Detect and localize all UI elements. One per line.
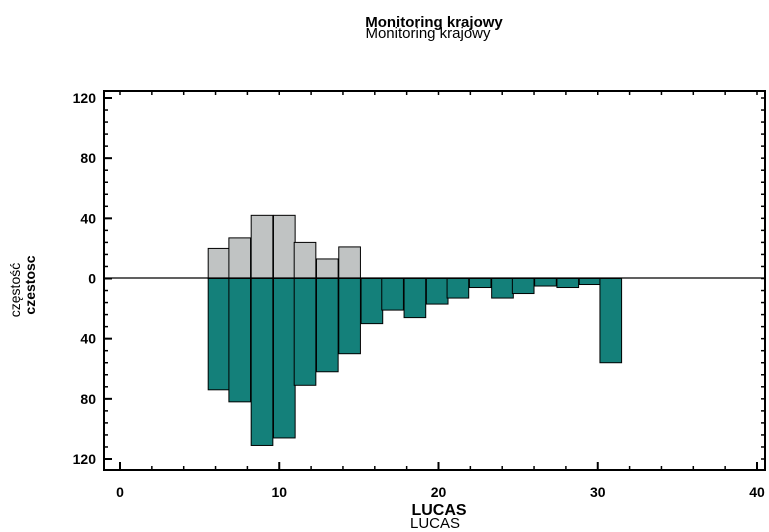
bar-lower-18 xyxy=(578,278,602,286)
bar-lower-1 xyxy=(207,278,231,391)
y-tick-label: 120 xyxy=(73,90,97,106)
bar-lower-15 xyxy=(511,278,535,295)
y-axis-label: częstość xyxy=(7,263,23,317)
y-tick-label: 80 xyxy=(80,391,96,407)
bar-lower-11 xyxy=(425,278,449,305)
y-tick-label: 40 xyxy=(80,331,96,347)
bar-lower-6 xyxy=(315,278,339,373)
bar-upper-5 xyxy=(293,241,317,279)
x-tick-label: 0 xyxy=(116,484,124,500)
y-tick-label: 0 xyxy=(88,271,96,287)
bar-lower-14 xyxy=(491,278,514,299)
bar-upper-2 xyxy=(228,237,252,279)
bar-lower-12 xyxy=(446,278,470,299)
x-tick-label: 20 xyxy=(431,484,447,500)
bars-layer xyxy=(207,214,623,446)
y-tick-label: 120 xyxy=(73,451,97,467)
y-axis-label-bold: czestosc xyxy=(22,255,38,314)
chart-title: Monitoring krajowy xyxy=(365,14,503,31)
bar-lower-3 xyxy=(250,278,274,446)
chart-title-shadow: Monitoring krajowy xyxy=(365,25,491,42)
bar-upper-4 xyxy=(272,214,296,279)
bar-lower-5 xyxy=(293,278,317,386)
y-tick-label: 80 xyxy=(80,150,96,166)
plot-frame xyxy=(103,90,766,471)
bar-lower-13 xyxy=(468,278,492,289)
bar-lower-8 xyxy=(360,278,384,325)
x-axis-label: LUCAS xyxy=(411,502,466,519)
x-tick-label: 40 xyxy=(749,484,765,500)
bar-upper-3 xyxy=(250,214,274,279)
bar-upper-6 xyxy=(315,258,339,279)
bar-lower-2 xyxy=(228,278,252,403)
bar-lower-4 xyxy=(272,278,296,439)
bar-lower-16 xyxy=(534,278,557,287)
x-tick-label: 10 xyxy=(271,484,287,500)
tick-labels-layer: 0 10 20 30 40 120 80 40 0 40 80 120 xyxy=(73,90,765,500)
x-tick-label: 30 xyxy=(590,484,606,500)
bar-lower-19 xyxy=(599,278,623,364)
bar-upper-7 xyxy=(338,246,361,280)
bar-lower-7 xyxy=(338,278,361,355)
ticks-layer xyxy=(104,91,765,470)
bar-lower-17 xyxy=(556,278,580,289)
bar-lower-9 xyxy=(381,278,404,311)
x-axis-label-shadow: LUCAS xyxy=(410,515,460,532)
bar-upper-1 xyxy=(207,247,231,280)
y-tick-label: 40 xyxy=(80,210,96,226)
bar-lower-10 xyxy=(403,278,427,319)
